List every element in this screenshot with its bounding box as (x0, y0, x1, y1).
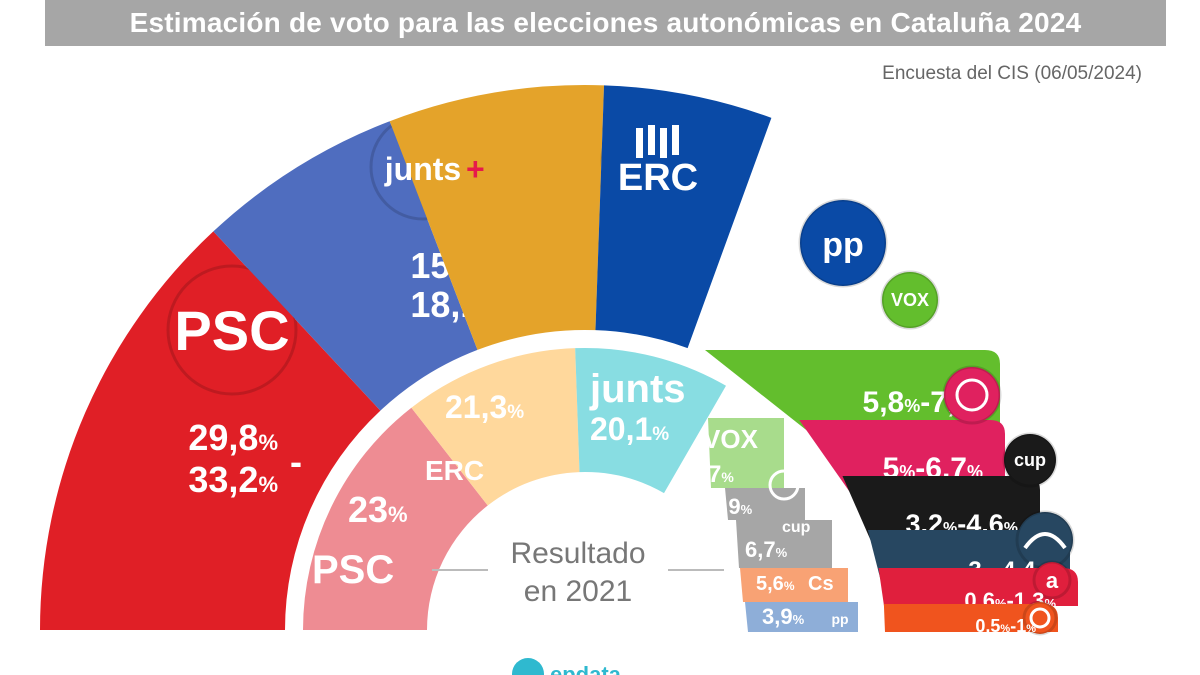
range-dash-pp: - (842, 304, 853, 342)
brand-icon (512, 658, 544, 675)
logo-psc-2021: PSC (312, 548, 394, 592)
outer-wedge-erc (389, 85, 605, 350)
range-dash-psc: - (290, 441, 302, 482)
logo-pp-2021: pp (831, 611, 848, 627)
logo-badge-pp (798, 198, 888, 288)
logo-badge-psc (166, 264, 298, 396)
logo-badge-cs (1022, 600, 1058, 636)
result-2021-erc: 21,3% (445, 389, 524, 425)
chart-subtitle: Encuesta del CIS (06/05/2024) (882, 63, 1142, 84)
erc-logo-bar (660, 128, 667, 158)
outer-band-cs (883, 604, 1058, 632)
outer-wedge-group-psc: 29,8%33,2%- (40, 231, 381, 630)
result-2021-vox: 7,7% (688, 461, 734, 488)
logo-vox-2021: VOX (703, 424, 759, 454)
logo-badge-cup (1002, 432, 1058, 488)
cs-icon (1029, 607, 1051, 629)
erc-logo-bar (648, 125, 655, 155)
inner-wedge-psc (303, 407, 488, 630)
title-bar: Estimación de voto para las elecciones a… (45, 0, 1166, 46)
logo-junts-plus-sign: + (466, 151, 485, 187)
outer-wedge-group-pp: 9,6%11,9%- (595, 85, 888, 360)
inner-wedge-junts (575, 348, 726, 494)
estimate-low-psc: 29,8% (188, 417, 278, 458)
logo-badge-alian-a-catalana (1032, 560, 1072, 600)
logo-junts-2021: junts (589, 367, 686, 411)
result-2021-cs: 5,6% (756, 573, 795, 595)
inner-band-cs (740, 568, 848, 602)
inner-wedge-erc (411, 348, 580, 506)
estimate-high-psc: 33,2% (188, 459, 278, 500)
logo-badge-vox (880, 270, 940, 330)
logo-alhora-a: a (1046, 568, 1059, 593)
logo-erc-2021: ERC (425, 455, 484, 486)
logo-cs-2021: Cs (808, 573, 834, 595)
outer-band-group-cs: 0,5%-1% (883, 600, 1058, 636)
center-label-line2: en 2021 (524, 575, 632, 608)
result-2021-cup: 6,7% (745, 537, 788, 562)
logo-vox: VOX (891, 290, 929, 310)
result-2021-pp: 3,9% (762, 604, 805, 629)
result-2021-psc: 23% (348, 489, 408, 530)
result-2021-comuns: 6,9% (710, 494, 753, 519)
brand-logo: epdata (512, 658, 632, 675)
logo-erc: ERC (618, 157, 698, 199)
estimate-range-cs: 0,5%-1% (975, 616, 1036, 636)
inner-band-cup (736, 520, 832, 568)
outer-band-alian-a-catalana (878, 568, 1078, 606)
comuns-icon (955, 378, 989, 412)
inner-band-pp (745, 602, 858, 632)
inner-band-comuns (725, 488, 805, 520)
alhora-icon (1023, 532, 1067, 550)
logo-pp: pp (822, 226, 864, 264)
brand-name: epdata (550, 662, 621, 675)
logo-junts-plus: junts (384, 151, 461, 187)
estimate-low-pp: 9,6% (765, 278, 830, 316)
logo-cup: cup (1014, 450, 1046, 470)
center-label-line1: Resultado (510, 537, 645, 570)
logo-cup-2021: cup (782, 519, 811, 536)
outer-wedge-pp (595, 85, 772, 349)
inner-band-vox (708, 418, 784, 488)
result-2021-junts: 20,1% (590, 411, 669, 447)
outer-band-vox (705, 350, 1000, 436)
erc-logo-bar (672, 125, 679, 155)
logo-badge-comuns (942, 365, 1002, 425)
outer-band-cup (842, 476, 1040, 545)
logo-psc: PSC (174, 299, 289, 362)
comuns-icon-2021 (768, 469, 800, 501)
chart-title: Estimación de voto para las elecciones a… (129, 7, 1082, 38)
erc-logo-bar (636, 128, 643, 158)
